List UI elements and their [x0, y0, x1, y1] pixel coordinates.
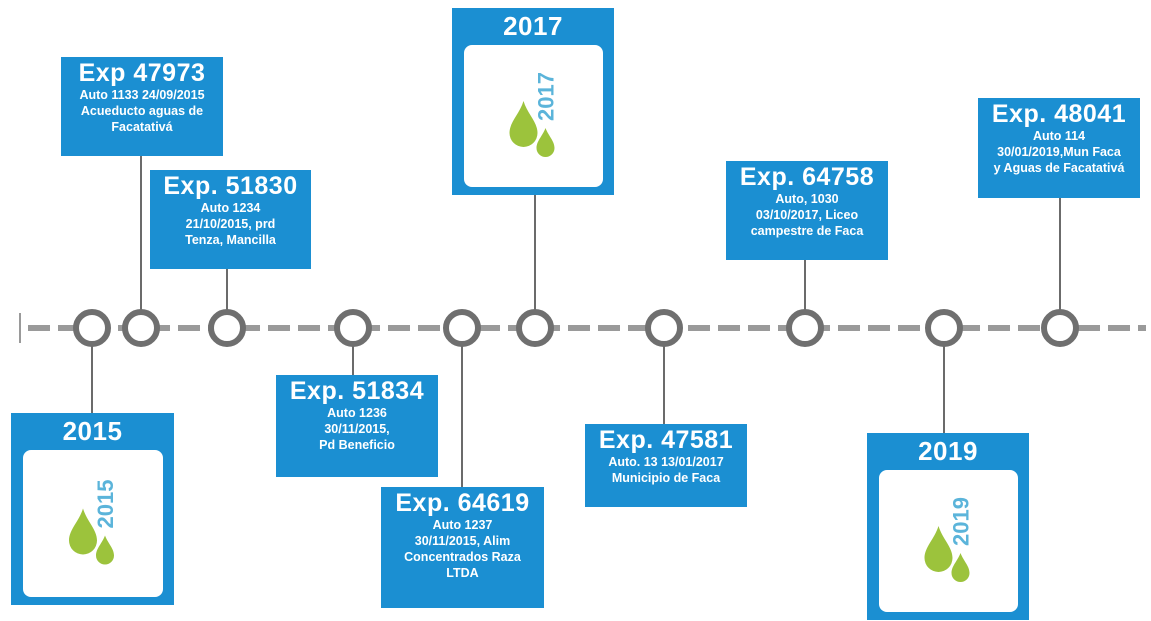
year-logo: 2019 — [879, 470, 1018, 612]
year-box: 2017 2017 — [452, 8, 614, 195]
event-line: Pd Beneficio — [319, 438, 395, 452]
year-box: 2015 2015 — [11, 413, 174, 605]
event-line: 30/11/2015, Alim — [414, 534, 511, 548]
event-title: Exp 47973 — [78, 59, 206, 87]
event-line: Auto. 13 13/01/2017 — [608, 455, 724, 469]
year-logo: 2015 — [23, 450, 163, 597]
event-title: Exp. 51834 — [289, 377, 425, 405]
logo-year: 2017 — [534, 72, 559, 121]
event-line: 30/11/2015, — [324, 422, 390, 436]
event-line: Facatativá — [111, 120, 173, 134]
event-line: Auto, 1030 — [775, 192, 839, 206]
drop-large — [924, 526, 953, 572]
event-box: Exp. 64619 Auto 1237 30/11/2015, Alim Conce… — [381, 487, 544, 608]
event-line: 03/10/2017, Liceo — [755, 208, 859, 222]
year-title: 2019 — [918, 436, 978, 466]
event-box: Exp 47973 Auto 1133 24/09/2015 Acueducto a… — [61, 57, 223, 156]
event-line: Concentrados Raza — [404, 550, 521, 564]
event-title: Exp. 47581 — [598, 426, 734, 454]
drop-small — [96, 535, 114, 565]
event-line: campestre de Faca — [750, 224, 864, 238]
year-box: 2019 2019 — [867, 433, 1029, 620]
year-title: 2015 — [62, 416, 123, 446]
drop-small — [951, 553, 970, 582]
event-line: Acueducto aguas de — [80, 104, 204, 118]
logo-year: 2019 — [949, 497, 974, 546]
drop-small — [536, 128, 555, 157]
drop-large — [509, 101, 538, 147]
event-line: Auto 1237 — [432, 518, 493, 532]
event-box: Exp. 48041 Auto 114 30/01/2019,Mun Faca y A… — [978, 98, 1140, 198]
event-line: Auto 1236 — [327, 406, 387, 420]
event-title: Exp. 64619 — [395, 489, 530, 517]
drop-large — [69, 508, 97, 555]
event-line: Municipio de Faca — [611, 471, 721, 485]
event-line: LTDA — [446, 566, 479, 580]
event-line: Tenza, Mancilla — [185, 233, 276, 247]
event-box: Exp. 64758 Auto, 1030 03/10/2017, Liceo cam… — [726, 161, 888, 260]
event-box: Exp. 51834 Auto 1236 30/11/2015, Pd Benefic… — [276, 375, 438, 477]
event-box: Exp. 51830 Auto 1234 21/10/2015, prd Tenza,… — [150, 170, 311, 269]
event-line: Auto 1133 24/09/2015 — [79, 88, 205, 102]
year-title: 2017 — [503, 11, 563, 41]
milestones — [73, 309, 1079, 347]
year-logo: 2017 — [464, 45, 603, 187]
event-title: Exp. 51830 — [163, 172, 298, 200]
event-line: Auto 1234 — [200, 201, 261, 215]
event-line: y Aguas de Facatativá — [993, 161, 1125, 175]
event-title: Exp. 64758 — [739, 163, 875, 191]
event-line: 21/10/2015, prd — [185, 217, 276, 231]
logo: 2017 — [509, 72, 559, 157]
event-line: Auto 114 — [1032, 129, 1086, 143]
event-box: Exp. 47581 Auto. 13 13/01/2017 Municipio d… — [585, 424, 747, 507]
logo-year: 2015 — [93, 480, 118, 529]
event-line: 30/01/2019,Mun Faca — [997, 145, 1121, 159]
event-title: Exp. 48041 — [991, 100, 1127, 128]
logo: 2019 — [924, 497, 974, 582]
logo: 2015 — [69, 480, 118, 565]
